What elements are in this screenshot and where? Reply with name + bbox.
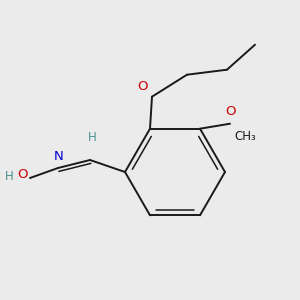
Text: H: H <box>88 131 96 144</box>
Text: N: N <box>54 150 64 163</box>
Text: H: H <box>5 169 14 182</box>
Text: CH₃: CH₃ <box>234 130 256 143</box>
Text: O: O <box>17 167 28 181</box>
Text: O: O <box>225 105 235 118</box>
Text: O: O <box>137 80 148 93</box>
